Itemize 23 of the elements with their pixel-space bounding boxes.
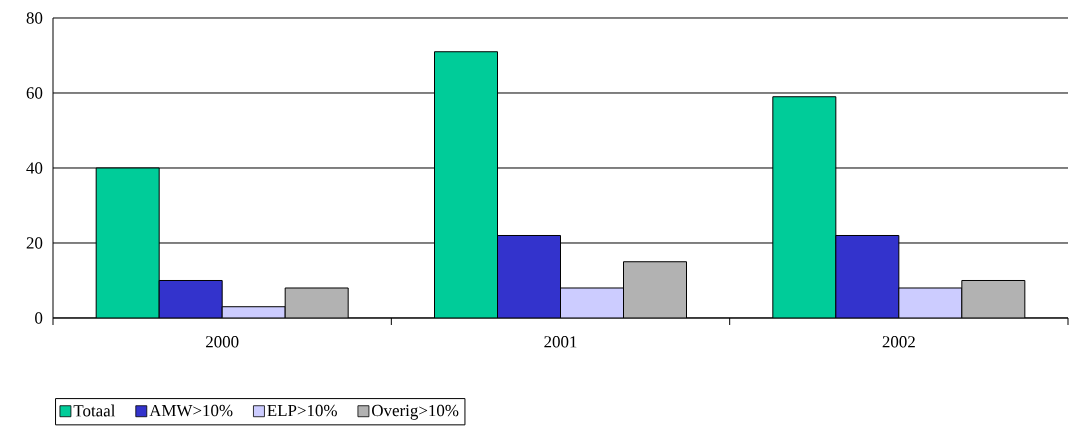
x-tick-label: 2000 — [205, 336, 239, 348]
bar — [497, 234, 562, 318]
y-tick-label: 20 — [26, 237, 43, 249]
legend-label: AMW>10% — [149, 404, 233, 417]
bar — [95, 167, 160, 318]
x-tick-label: 2001 — [544, 336, 577, 348]
bar — [158, 279, 223, 318]
bar — [961, 279, 1026, 318]
bar — [560, 287, 625, 318]
bar — [623, 261, 688, 318]
bar — [284, 287, 349, 318]
x-tick-label: 2002 — [882, 336, 915, 348]
bar — [898, 287, 963, 318]
bar — [772, 96, 837, 318]
bar — [835, 234, 900, 318]
y-tick-label: 80 — [26, 12, 43, 24]
y-tick-label: 40 — [26, 162, 43, 174]
legend-label: Totaal — [73, 404, 116, 417]
bar — [434, 51, 499, 318]
legend-label: ELP>10% — [267, 404, 337, 417]
legend-label: Overig>10% — [372, 404, 459, 420]
y-tick-label: 60 — [26, 87, 43, 99]
y-tick-label: 0 — [35, 312, 43, 324]
